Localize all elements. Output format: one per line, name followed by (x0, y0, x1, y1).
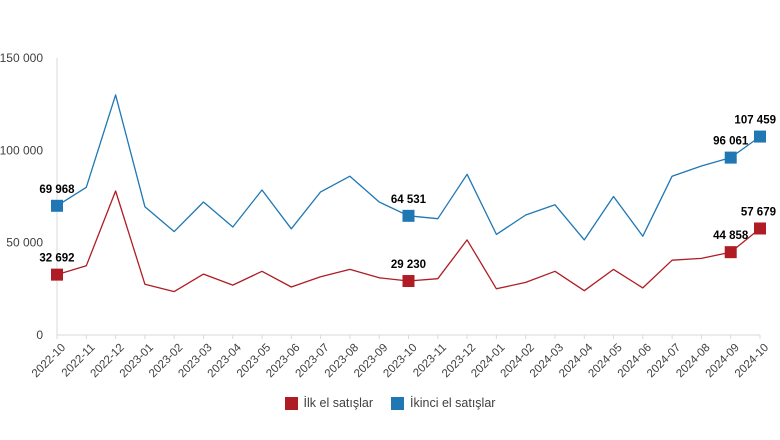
legend: İlk el satışlar İkinci el satışlar (0, 396, 780, 410)
legend-item-second-hand: İkinci el satışlar (391, 396, 495, 410)
x-axis: 2022-102022-112022-122023-012023-022023-… (30, 334, 771, 380)
legend-label-second-hand: İkinci el satışlar (410, 396, 496, 410)
y-tick-label: 50 000 (6, 236, 43, 250)
series-marker-1 (51, 199, 63, 212)
data-label: 107 459 (734, 115, 776, 127)
data-label: 44 858 (713, 230, 749, 242)
y-axis: 0 50 000 100 000 150 000 (0, 51, 58, 342)
y-tick-label: 0 (36, 328, 43, 342)
legend-swatch-first-hand (284, 396, 298, 410)
series-marker-1 (754, 130, 766, 143)
series-marker-0 (754, 222, 766, 235)
data-label: 57 679 (741, 206, 776, 218)
data-label: 69 968 (39, 184, 75, 196)
data-label: 29 230 (391, 259, 426, 271)
data-label: 32 692 (39, 253, 74, 265)
y-tick-label: 150 000 (0, 51, 43, 65)
legend-swatch-second-hand (391, 396, 404, 410)
series-marker-0 (402, 275, 415, 288)
series-marker-0 (51, 268, 63, 281)
data-label-layer: 32 692 29 230 44 858 57 679 69 968 64 531 96 0… (39, 115, 776, 271)
legend-item-first-hand: İlk el satışlar (284, 396, 373, 410)
series-marker-0 (724, 246, 737, 259)
data-label: 96 061 (713, 136, 749, 148)
data-label: 64 531 (391, 194, 427, 206)
series-layer (51, 94, 766, 293)
series-marker-1 (402, 209, 415, 222)
series-marker-1 (724, 151, 737, 164)
legend-label-first-hand: İlk el satışlar (303, 396, 373, 410)
y-tick-label: 100 000 (0, 143, 43, 157)
